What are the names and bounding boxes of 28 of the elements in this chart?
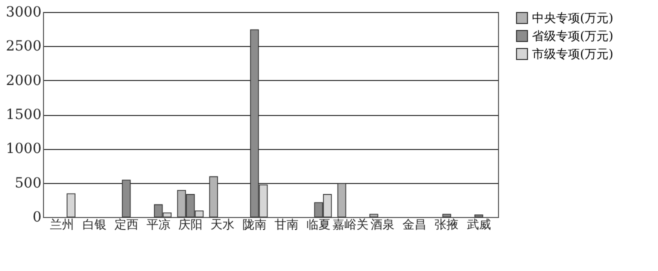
y-tick-label: 2000 [6, 72, 42, 89]
bar [369, 214, 378, 218]
y-tick-label: 500 [14, 175, 42, 192]
legend-label: 市级专项(万元) [532, 47, 614, 61]
bar [442, 214, 452, 218]
x-tick-label: 武威 [466, 218, 491, 232]
legend-label: 中央专项(万元) [532, 11, 614, 25]
x-tick-label: 白银 [82, 218, 106, 232]
y-tick-label: 2500 [6, 38, 42, 55]
x-tick-label: 陇南 [242, 218, 266, 232]
x-tick-label: 嘉峪关 [332, 218, 369, 232]
x-tick-label: 张掖 [434, 218, 459, 232]
bar [66, 193, 76, 218]
x-tick-label: 定西 [114, 218, 138, 232]
y-tick-label: 1500 [6, 107, 42, 123]
x-tick-label: 庆阳 [178, 218, 202, 232]
y-tick-label: 1000 [6, 141, 42, 158]
y-tick-label: 3000 [6, 4, 42, 20]
x-tick-label: 金昌 [402, 218, 427, 232]
x-tick-label: 平凉 [146, 218, 170, 232]
x-tick-label: 兰州 [50, 218, 74, 232]
bar [474, 214, 484, 218]
x-tick-label: 酒泉 [370, 218, 395, 232]
x-tick-label: 甘南 [274, 218, 299, 232]
x-tick-label: 天水 [210, 218, 234, 232]
y-tick-label: 0 [32, 210, 42, 226]
legend-label: 省级专项(万元) [532, 29, 614, 43]
x-tick-label: 临夏 [306, 218, 331, 232]
